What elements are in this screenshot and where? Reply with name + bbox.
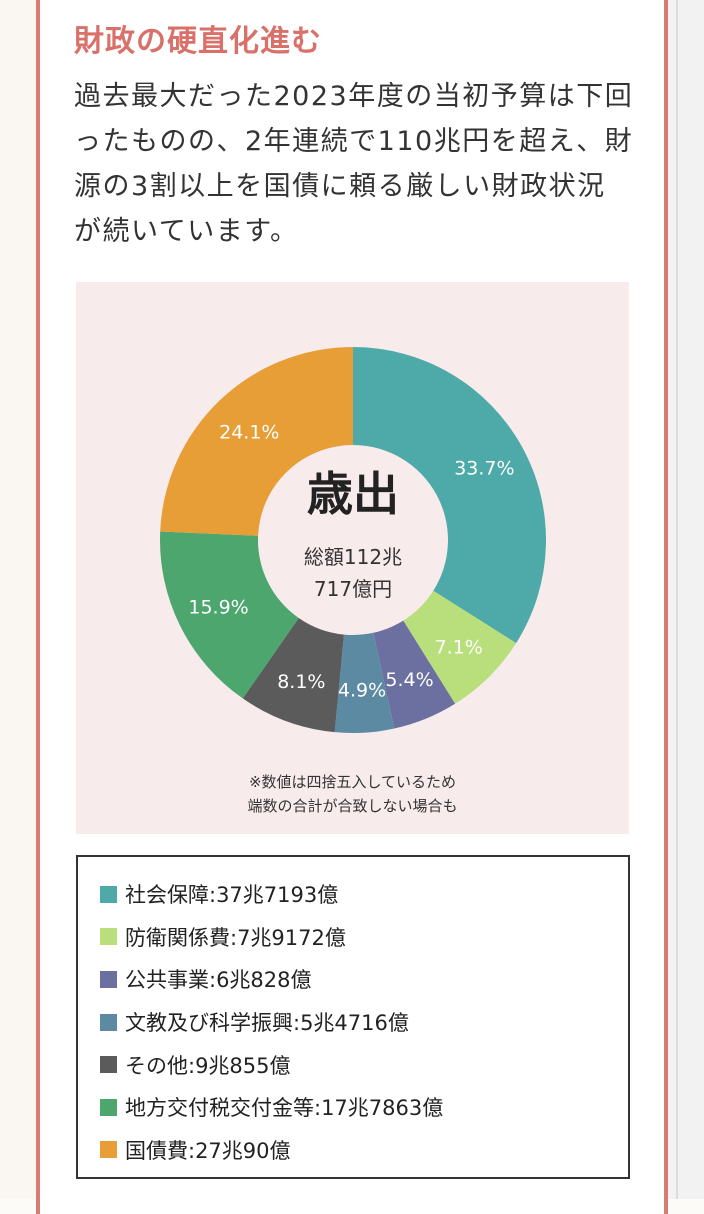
legend-item-3: 公共事業:6兆828億 [100, 958, 443, 1001]
legend-label: 公共事業:6兆828億 [125, 968, 312, 993]
slice-label-5: 8.1% [277, 671, 325, 693]
legend-swatch [100, 1098, 117, 1116]
footnote-line1: ※数値は四捨五入しているため [248, 773, 457, 791]
legend-label: その他:9兆855億 [125, 1053, 291, 1078]
legend-item-4: 文教及び科学振興:5兆4716億 [100, 1001, 443, 1044]
slice-label-1: 33.7% [454, 458, 514, 480]
legend-item-7: 国債費:27兆90億 [100, 1129, 443, 1172]
donut-slice-3 [373, 620, 456, 729]
right-scroll-area [668, 0, 704, 1199]
chart-footnote: ※数値は四捨五入しているため 端数の合計が合致しない場合も [76, 770, 629, 818]
legend-swatch [100, 970, 117, 988]
slice-label-6: 15.9% [188, 596, 248, 618]
slice-label-3: 5.4% [385, 669, 433, 691]
legend-swatch [100, 1013, 117, 1031]
donut-slice-5 [242, 617, 344, 733]
donut-chart: 33.7% 7.1%5.4%4.9% 8.1% 15.9% 24.1% 歳出 総額112… [160, 347, 546, 733]
legend-swatch [100, 885, 117, 903]
legend-label: 文教及び科学振興:5兆4716億 [125, 1011, 409, 1036]
legend-swatch [100, 928, 117, 946]
slice-label-4: 4.9% [338, 680, 386, 702]
donut-slice-6 [160, 531, 299, 699]
legend-swatch [100, 1141, 117, 1159]
legend-item-5: その他:9兆855億 [100, 1043, 443, 1086]
legend-label: 地方交付税交付金等:17兆7863億 [125, 1096, 444, 1121]
chart-total-line1: 総額112兆 [304, 545, 402, 569]
chart-center-title: 歳出 [307, 467, 399, 521]
intro-paragraph: 過去最大だった2023年度の当初予算は下回ったものの、2年連続で110兆円を超え… [74, 81, 634, 247]
legend-swatch [100, 1056, 117, 1074]
donut-slice-7 [160, 347, 353, 536]
donut-slice-4 [334, 632, 395, 733]
legend-item-6: 地方交付税交付金等:17兆7863億 [100, 1086, 443, 1129]
legend-label: 防衛関係費:7兆9172億 [125, 925, 346, 950]
legend-list: 社会保障:37兆7193億 防衛関係費:7兆9172億 公共事業:6兆828億文教及… [100, 873, 443, 1171]
section-heading: 財政の硬直化進む [74, 24, 322, 59]
chart-total-line2: 717億円 [314, 577, 392, 601]
legend-box: 社会保障:37兆7193億 防衛関係費:7兆9172億 公共事業:6兆828億文教及… [76, 855, 630, 1179]
legend-label: 国債費:27兆90億 [125, 1138, 291, 1163]
slice-label-2: 7.1% [435, 636, 483, 658]
legend-label: 社会保障:37兆7193億 [125, 883, 339, 908]
legend-item-1: 社会保障:37兆7193億 [100, 873, 443, 916]
footnote-line2: 端数の合計が合致しない場合も [247, 797, 458, 815]
legend-item-2: 防衛関係費:7兆9172億 [100, 916, 443, 959]
chart-panel: 33.7% 7.1% 5.4% 4.9% 8.1% 15.9% 24.1% 歳出 総額112… [76, 282, 629, 834]
donut-slice-2 [403, 590, 517, 704]
donut-slice-1 [353, 347, 546, 644]
left-margin [0, 0, 36, 1199]
slice-label-7: 24.1% [219, 422, 279, 444]
